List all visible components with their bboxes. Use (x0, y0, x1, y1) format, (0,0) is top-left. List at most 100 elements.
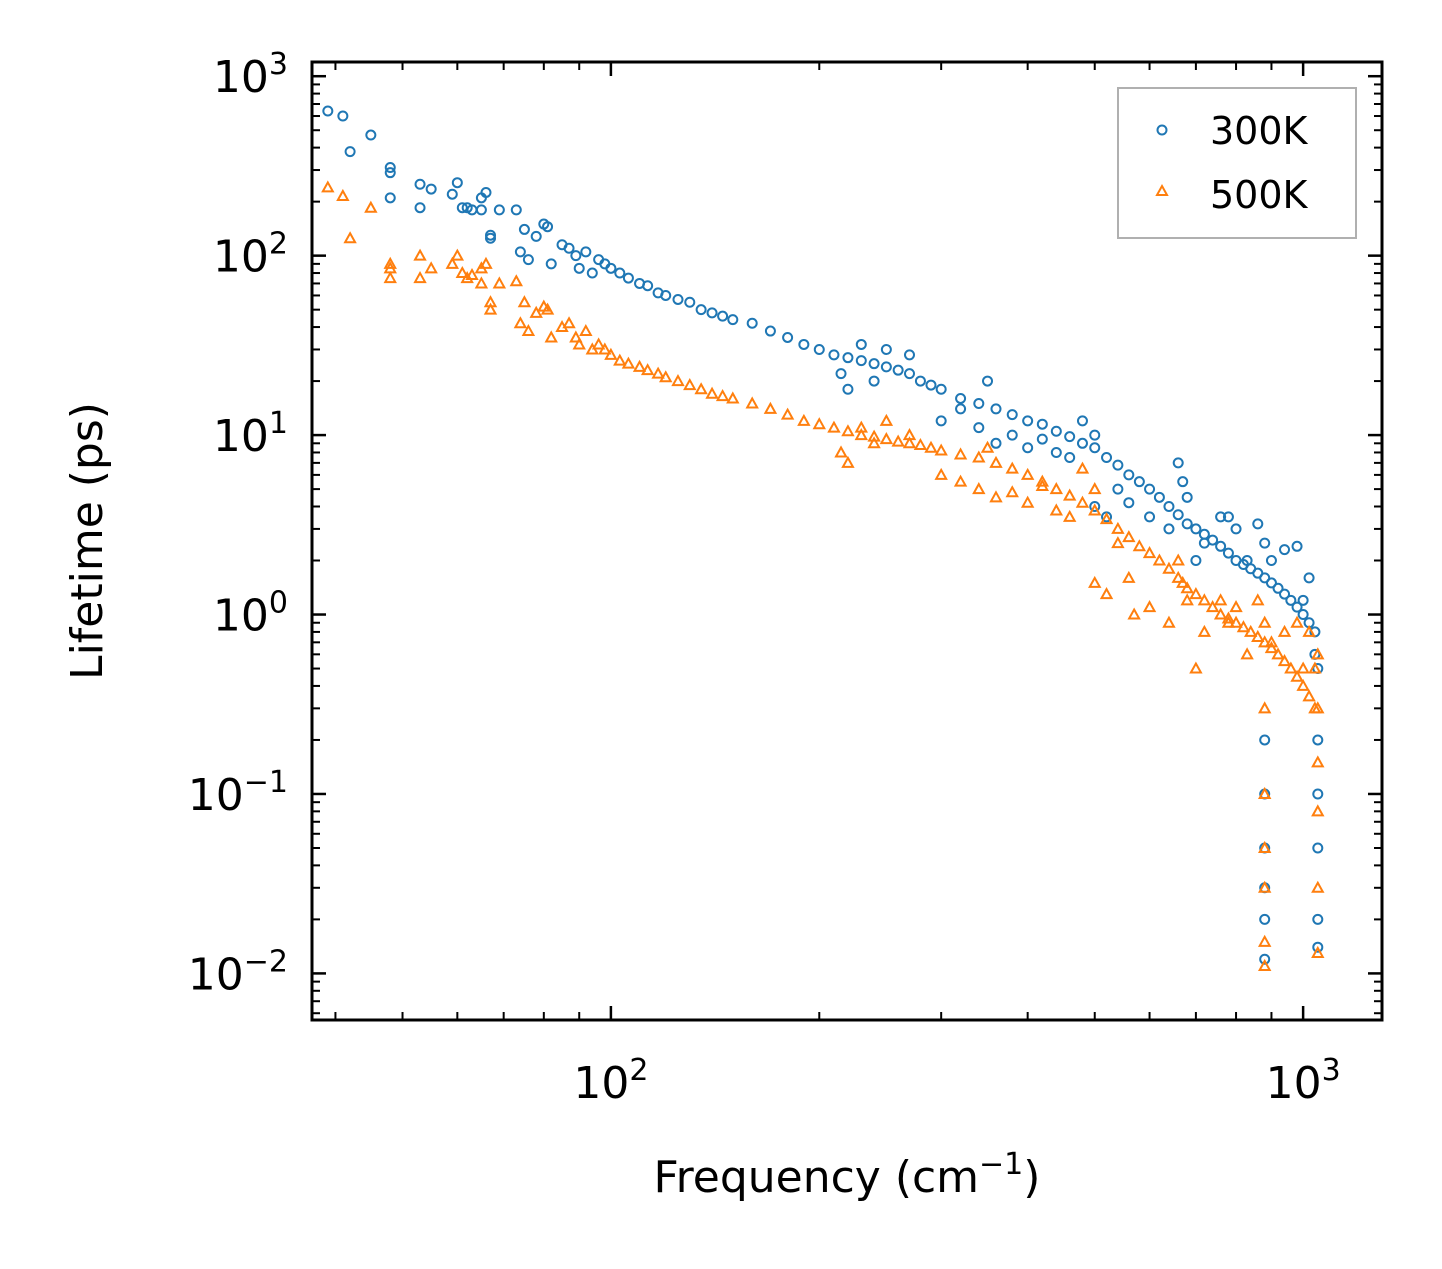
legend-label-500k: 500K (1210, 173, 1309, 217)
data-point-500k (902, 436, 917, 449)
data-point-300k (892, 364, 904, 376)
data-point-500k (1162, 561, 1176, 574)
data-point-500k (1020, 467, 1035, 480)
legend-marker-300k (1156, 124, 1168, 136)
data-point-500k (474, 276, 489, 289)
data-point-500k (413, 271, 427, 284)
data-point-500k (1257, 958, 1272, 971)
data-point-500k (1171, 570, 1185, 583)
legend-box (1117, 87, 1357, 239)
data-point-500k (1311, 647, 1325, 660)
data-point-500k (1152, 553, 1167, 566)
data-point-500k (1005, 485, 1019, 498)
data-point-300k (1312, 842, 1324, 854)
data-point-500k (1257, 880, 1272, 893)
data-point-300k (813, 343, 825, 355)
data-point-300k (1285, 594, 1297, 606)
data-point-300k (451, 177, 463, 189)
data-point-500k (1122, 570, 1136, 583)
data-point-300k (1259, 953, 1271, 965)
data-point-500k (1229, 600, 1243, 613)
data-point-300k (1291, 540, 1303, 552)
data-point-500k (383, 256, 397, 269)
data-point-300k (798, 338, 810, 350)
data-point-300k (1265, 577, 1277, 589)
data-point-300k (475, 204, 487, 216)
data-point-500k (569, 330, 583, 343)
legend-marker-500k (1155, 183, 1169, 196)
legend: 300K 500K (1117, 87, 1357, 239)
data-point-300k (973, 397, 985, 409)
data-point-300k (1163, 523, 1175, 535)
data-point-300k (456, 202, 468, 214)
series-500k (321, 180, 1325, 971)
data-point-500k (1075, 495, 1090, 508)
data-point-500k (1302, 689, 1316, 702)
data-point-500k (841, 424, 855, 437)
data-point-500k (1221, 615, 1236, 628)
data-point-500k (827, 420, 841, 433)
data-point-300k (1312, 788, 1324, 800)
data-point-300k (955, 392, 967, 404)
data-point-300k (1303, 572, 1315, 584)
data-point-500k (1162, 615, 1176, 628)
data-point-500k (621, 356, 636, 369)
data-point-500k (604, 347, 618, 360)
data-point-500k (1290, 669, 1304, 682)
data-point-500k (1284, 661, 1298, 674)
data-point-500k (651, 366, 665, 379)
data-point-300k (1252, 518, 1264, 530)
data-point-300k (580, 246, 592, 258)
y-tick-label: 101 (213, 406, 288, 462)
data-point-300k (1089, 500, 1101, 512)
data-point-300k (1312, 734, 1324, 746)
data-point-500k (1229, 615, 1243, 628)
data-point-500k (517, 295, 532, 308)
data-point-500k (1251, 593, 1265, 606)
data-point-500k (483, 302, 498, 315)
data-point-500k (562, 316, 576, 329)
data-point-300k (1022, 442, 1034, 454)
plot-frame (310, 60, 1384, 1022)
data-point-500k (1308, 661, 1322, 674)
data-point-500k (780, 407, 795, 420)
data-point-500k (1176, 575, 1190, 588)
data-point-500k (972, 482, 986, 495)
data-point-300k (1279, 544, 1291, 556)
data-point-500k (336, 188, 350, 201)
data-point-300k (1297, 609, 1309, 621)
data-point-500k (1205, 600, 1220, 613)
data-point-300k (955, 403, 967, 415)
data-point-500k (321, 180, 335, 193)
data-point-300k (1259, 537, 1271, 549)
data-point-500k (540, 302, 555, 315)
data-point-500k (1257, 635, 1272, 648)
data-point-500k (1197, 624, 1212, 637)
data-point-500k (1302, 624, 1316, 637)
data-point-500k (632, 359, 647, 372)
data-point-500k (450, 248, 465, 261)
data-point-300k (493, 204, 505, 216)
data-point-300k (855, 338, 867, 350)
data-point-300k (425, 183, 437, 195)
data-point-500k (1296, 678, 1310, 691)
data-point-500k (1062, 509, 1077, 522)
data-point-300k (935, 383, 947, 395)
y-axis-label: Lifetime (ps) (62, 402, 113, 680)
data-point-500k (1142, 546, 1157, 559)
data-point-300k (982, 375, 994, 387)
data-point-300k (614, 267, 626, 279)
data-point-500k (479, 256, 493, 269)
data-point-500k (902, 428, 917, 441)
data-point-300k (1123, 497, 1135, 509)
data-point-300k (1222, 511, 1234, 523)
data-point-500k (1221, 611, 1236, 624)
data-point-300k (973, 422, 985, 434)
data-point-300k (1312, 941, 1324, 953)
data-point-300k (1265, 555, 1277, 567)
data-point-500k (364, 200, 378, 213)
data-point-300k (1089, 429, 1101, 441)
data-point-300k (1190, 555, 1202, 567)
data-point-300k (990, 437, 1002, 449)
